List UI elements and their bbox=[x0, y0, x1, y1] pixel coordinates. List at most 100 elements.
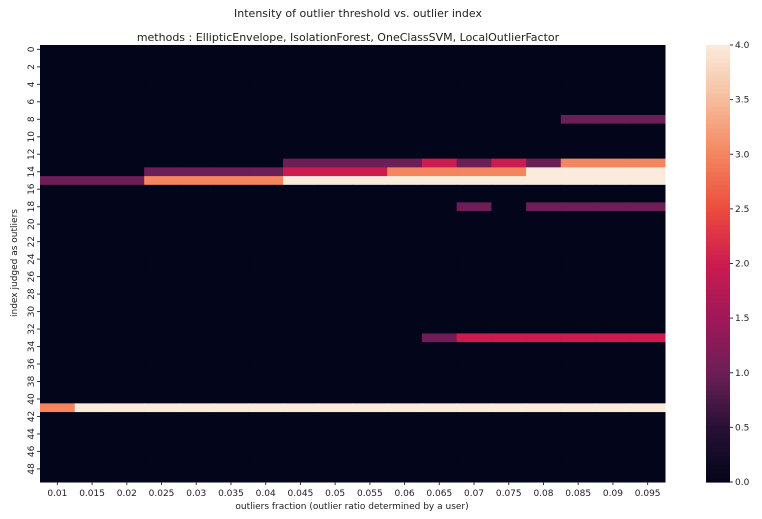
heatmap-cell bbox=[526, 97, 562, 107]
heatmap-cell bbox=[283, 263, 319, 273]
heatmap-cell bbox=[40, 167, 76, 177]
heatmap-cell bbox=[387, 464, 423, 474]
heatmap-cell bbox=[456, 71, 492, 81]
heatmap-cell bbox=[526, 333, 562, 343]
colorbar-segment bbox=[706, 324, 730, 330]
heatmap-cell bbox=[109, 412, 145, 422]
heatmap-cell bbox=[178, 219, 215, 230]
heatmap-cell bbox=[560, 254, 597, 264]
heatmap-cell bbox=[317, 71, 353, 81]
heatmap-cell bbox=[109, 464, 145, 474]
heatmap-cell bbox=[178, 71, 215, 81]
heatmap-cell bbox=[456, 149, 492, 160]
heatmap-cell bbox=[387, 272, 423, 282]
y-tick-label: 4 bbox=[27, 81, 37, 87]
heatmap-cell bbox=[491, 403, 527, 413]
heatmap-cell bbox=[283, 350, 319, 361]
heatmap-cell bbox=[526, 254, 562, 264]
heatmap-cell bbox=[109, 246, 145, 256]
heatmap-cell bbox=[144, 237, 180, 247]
y-axis-label: index judged as outliers bbox=[10, 209, 20, 317]
heatmap-cell bbox=[421, 385, 458, 396]
heatmap-cell bbox=[109, 79, 145, 90]
heatmap-cell bbox=[40, 473, 76, 483]
heatmap-cell bbox=[74, 350, 110, 361]
colorbar-segment bbox=[706, 407, 730, 413]
heatmap-cell bbox=[387, 368, 423, 378]
heatmap-cell bbox=[144, 88, 180, 98]
heatmap-cell bbox=[213, 211, 249, 221]
heatmap-cell bbox=[317, 167, 353, 177]
x-tick-label: 0.04 bbox=[256, 489, 276, 499]
heatmap-cell bbox=[595, 272, 631, 282]
heatmap-cell bbox=[178, 403, 215, 413]
y-tick-label: 32 bbox=[27, 323, 37, 334]
heatmap-cell bbox=[248, 420, 284, 431]
heatmap-cell bbox=[387, 377, 423, 387]
heatmap-cell bbox=[317, 254, 353, 264]
heatmap-cell bbox=[283, 342, 319, 352]
heatmap-cell bbox=[144, 149, 180, 160]
heatmap-cell bbox=[178, 307, 215, 317]
heatmap-cell bbox=[178, 289, 215, 299]
heatmap-cell bbox=[387, 141, 423, 151]
heatmap-cell bbox=[491, 167, 527, 177]
heatmap-cell bbox=[387, 280, 423, 291]
heatmap-cell bbox=[178, 132, 215, 142]
y-tick-label: 22 bbox=[27, 236, 37, 247]
heatmap-cell bbox=[456, 114, 492, 125]
heatmap-cell bbox=[387, 53, 423, 63]
heatmap-cell bbox=[283, 394, 319, 404]
colorbar-tick-label: 0.5 bbox=[735, 423, 749, 433]
heatmap-cell bbox=[560, 315, 597, 326]
heatmap-cell bbox=[491, 394, 527, 404]
heatmap-cell bbox=[74, 246, 110, 256]
heatmap-cell bbox=[456, 88, 492, 98]
heatmap-cell bbox=[74, 158, 110, 168]
heatmap-cell bbox=[421, 377, 458, 387]
heatmap-cell bbox=[526, 447, 562, 457]
heatmap-cell bbox=[526, 429, 562, 439]
heatmap-cell bbox=[421, 333, 458, 343]
heatmap-cell bbox=[74, 167, 110, 177]
heatmap-cell bbox=[491, 315, 527, 326]
heatmap-cell bbox=[144, 473, 180, 483]
heatmap-cell bbox=[109, 263, 145, 273]
colorbar-segment bbox=[706, 364, 730, 369]
heatmap-cell bbox=[387, 88, 423, 98]
heatmap-cell bbox=[421, 394, 458, 404]
heatmap-cell bbox=[421, 79, 458, 90]
heatmap-cell bbox=[456, 368, 492, 378]
colorbar-segment bbox=[706, 211, 730, 217]
heatmap-cell bbox=[248, 280, 284, 291]
heatmap-cell bbox=[317, 315, 353, 326]
heatmap-cell bbox=[144, 385, 180, 396]
colorbar-segment bbox=[706, 403, 730, 409]
heatmap-cell bbox=[213, 71, 249, 81]
colorbar-tick-label: 1.0 bbox=[735, 369, 750, 379]
heatmap-cell bbox=[421, 45, 458, 55]
heatmap-cell bbox=[109, 315, 145, 326]
heatmap-cell bbox=[387, 438, 423, 448]
heatmap-cell bbox=[144, 412, 180, 422]
heatmap-cell bbox=[491, 79, 527, 90]
heatmap-cell bbox=[248, 167, 284, 177]
heatmap-cell bbox=[317, 403, 353, 413]
colorbar-segment bbox=[706, 429, 730, 435]
heatmap-cell bbox=[213, 141, 249, 151]
heatmap-cell bbox=[456, 97, 492, 107]
x-tick-label: 0.01 bbox=[47, 489, 67, 499]
heatmap-cell bbox=[317, 158, 353, 168]
heatmap-cell bbox=[109, 420, 145, 431]
colorbar-segment bbox=[706, 114, 730, 120]
heatmap-cell bbox=[387, 359, 423, 369]
heatmap-cell bbox=[317, 228, 353, 238]
heatmap-cell bbox=[317, 246, 353, 256]
heatmap-cell bbox=[74, 464, 110, 474]
colorbar-segment bbox=[706, 132, 730, 138]
heatmap-cell bbox=[352, 307, 388, 317]
heatmap-cell bbox=[456, 202, 492, 212]
heatmap-cell bbox=[456, 333, 492, 343]
heatmap-cell bbox=[491, 123, 527, 133]
heatmap-cell bbox=[352, 158, 388, 168]
